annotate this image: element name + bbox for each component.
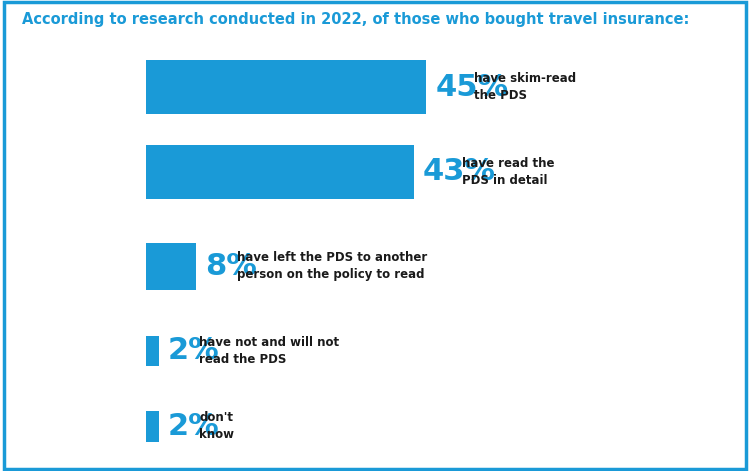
Text: 2%: 2% xyxy=(168,412,220,441)
FancyBboxPatch shape xyxy=(146,60,426,114)
Text: 8%: 8% xyxy=(205,252,257,281)
FancyBboxPatch shape xyxy=(146,243,196,290)
Text: have left the PDS to another
person on the policy to read: have left the PDS to another person on t… xyxy=(236,251,427,281)
FancyBboxPatch shape xyxy=(146,411,159,442)
FancyBboxPatch shape xyxy=(146,145,414,199)
Text: According to research conducted in 2022, of those who bought travel insurance:: According to research conducted in 2022,… xyxy=(22,12,690,27)
Text: 2%: 2% xyxy=(168,336,220,365)
Text: have skim-read
the PDS: have skim-read the PDS xyxy=(475,72,577,102)
Text: 43%: 43% xyxy=(423,157,496,187)
Text: have not and will not
read the PDS: have not and will not read the PDS xyxy=(200,336,339,366)
Text: 45%: 45% xyxy=(435,73,508,102)
Text: have read the
PDS in detail: have read the PDS in detail xyxy=(462,157,554,187)
Text: don't
know: don't know xyxy=(200,411,234,441)
FancyBboxPatch shape xyxy=(146,335,159,366)
